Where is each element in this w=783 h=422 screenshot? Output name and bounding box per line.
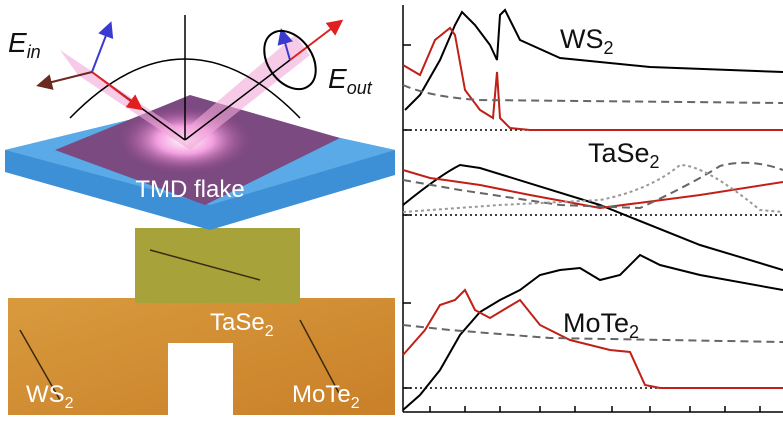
ticks: [403, 44, 761, 412]
curve: [402, 324, 783, 343]
spectra: WS2 TaSe2 MoTe2: [402, 5, 783, 413]
curve: [402, 163, 783, 213]
photo-label: MoTe2: [292, 381, 360, 412]
curve: [402, 169, 783, 210]
panel-label: WS2: [560, 24, 614, 58]
angle-arc: [69, 58, 301, 119]
arrow: [36, 71, 93, 90]
flake-label: TMD flake: [135, 176, 244, 203]
curve: [402, 253, 783, 411]
curve: [404, 8, 783, 111]
panel-label: TaSe2: [588, 138, 660, 172]
panel-label: MoTe2: [563, 308, 639, 342]
e-out-label: Eout: [328, 63, 373, 98]
photo-label: WS2: [26, 381, 74, 412]
beam-in: [60, 50, 190, 150]
beam-out: [182, 35, 310, 150]
e-in-label: Ein: [8, 27, 41, 62]
curve: [402, 288, 783, 389]
curve: [402, 161, 783, 210]
curve: [402, 84, 783, 104]
photo-tase2: [135, 228, 300, 303]
arrow: [277, 28, 293, 61]
arrow: [91, 21, 114, 73]
arrow: [91, 71, 144, 111]
polarizer: [263, 29, 317, 91]
curve: [402, 26, 783, 131]
baseline: [405, 129, 783, 389]
photo-label: TaSe2: [210, 309, 274, 340]
curve: [402, 163, 783, 271]
photo-cracks: [19, 249, 341, 401]
arrow: [289, 19, 344, 61]
photo-gap: [168, 343, 233, 415]
illustration: Ein Eout TMD flake TaSe2 WS2 MoTe2: [5, 15, 395, 415]
